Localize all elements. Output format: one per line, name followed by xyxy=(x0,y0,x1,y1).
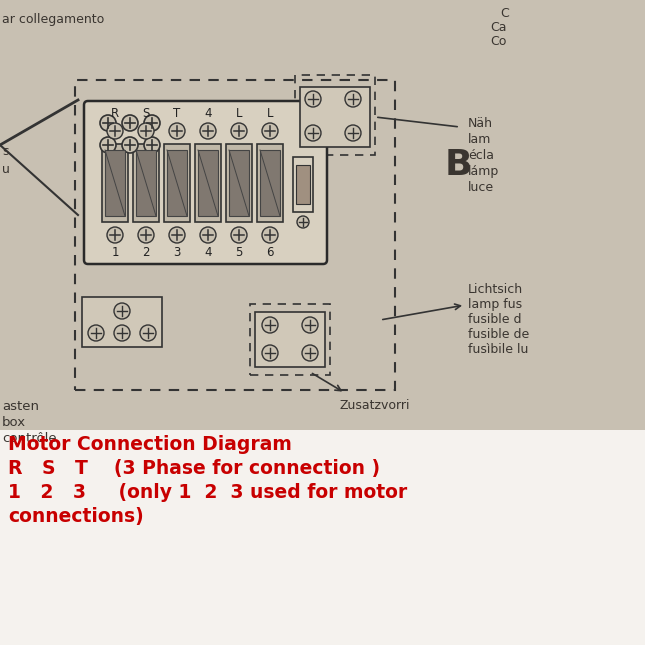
Circle shape xyxy=(231,227,247,243)
Bar xyxy=(293,157,313,212)
Text: 3: 3 xyxy=(174,246,181,259)
Text: écla: écla xyxy=(468,149,494,162)
Text: Co: Co xyxy=(490,35,506,48)
Bar xyxy=(136,150,156,216)
Bar xyxy=(164,144,190,222)
Text: 4: 4 xyxy=(204,107,212,120)
Circle shape xyxy=(262,227,278,243)
Circle shape xyxy=(305,125,321,141)
Text: u: u xyxy=(2,163,10,176)
Bar xyxy=(167,150,187,216)
Text: T: T xyxy=(174,107,181,120)
Text: contrôle: contrôle xyxy=(2,432,57,445)
Bar xyxy=(229,150,249,216)
Bar xyxy=(300,87,370,147)
Text: asten: asten xyxy=(2,400,39,413)
Text: L: L xyxy=(236,107,243,120)
Circle shape xyxy=(88,325,104,341)
Circle shape xyxy=(144,137,160,153)
Circle shape xyxy=(262,345,278,361)
Text: 5: 5 xyxy=(235,246,243,259)
Circle shape xyxy=(100,115,116,131)
Text: lamp fus: lamp fus xyxy=(468,298,522,311)
Text: Motor Connection Diagram: Motor Connection Diagram xyxy=(8,435,292,454)
Bar xyxy=(255,312,325,367)
Text: ar collegamento: ar collegamento xyxy=(2,13,104,26)
Circle shape xyxy=(302,317,318,333)
Bar xyxy=(296,165,310,204)
Text: fusìbile lu: fusìbile lu xyxy=(468,343,528,356)
Text: luce: luce xyxy=(468,181,494,194)
Circle shape xyxy=(169,123,185,139)
Text: 4: 4 xyxy=(204,246,212,259)
Bar xyxy=(105,150,125,216)
Circle shape xyxy=(297,216,309,228)
Circle shape xyxy=(107,227,123,243)
Circle shape xyxy=(169,227,185,243)
Text: Näh: Näh xyxy=(468,117,493,130)
Text: 1   2   3     (only 1  2  3 used for motor: 1 2 3 (only 1 2 3 used for motor xyxy=(8,483,407,502)
FancyBboxPatch shape xyxy=(84,101,327,264)
Circle shape xyxy=(122,115,138,131)
Circle shape xyxy=(231,123,247,139)
Circle shape xyxy=(114,303,130,319)
Bar xyxy=(102,144,128,222)
Bar xyxy=(198,150,218,216)
Text: fusible de: fusible de xyxy=(468,328,530,341)
Text: C: C xyxy=(500,7,509,20)
Circle shape xyxy=(114,325,130,341)
Text: s: s xyxy=(2,145,8,158)
Bar xyxy=(0,430,645,645)
Text: box: box xyxy=(2,416,26,429)
Text: Ca: Ca xyxy=(490,21,506,34)
Bar xyxy=(257,144,283,222)
Circle shape xyxy=(302,345,318,361)
Circle shape xyxy=(200,227,216,243)
Circle shape xyxy=(138,227,154,243)
Text: 6: 6 xyxy=(266,246,273,259)
Text: L: L xyxy=(267,107,273,120)
Bar xyxy=(250,304,330,375)
Text: R   S   T    (3 Phase for connection ): R S T (3 Phase for connection ) xyxy=(8,459,380,478)
Circle shape xyxy=(140,325,156,341)
Text: 2: 2 xyxy=(143,246,150,259)
Text: lam: lam xyxy=(468,133,491,146)
Bar xyxy=(82,297,162,347)
Bar xyxy=(195,144,221,222)
Circle shape xyxy=(262,123,278,139)
Circle shape xyxy=(138,123,154,139)
Text: lámp: lámp xyxy=(468,165,499,178)
Text: S: S xyxy=(143,107,150,120)
Text: Lichtsich: Lichtsich xyxy=(468,283,523,296)
Bar xyxy=(226,144,252,222)
Circle shape xyxy=(345,125,361,141)
Bar xyxy=(75,80,395,390)
Text: connections): connections) xyxy=(8,507,144,526)
Circle shape xyxy=(144,115,160,131)
Circle shape xyxy=(122,137,138,153)
Bar xyxy=(295,75,375,155)
Text: 1: 1 xyxy=(111,246,119,259)
Text: Zusatzvorri: Zusatzvorri xyxy=(340,399,410,412)
Bar xyxy=(133,144,159,222)
Text: B: B xyxy=(445,148,473,182)
Text: fusible d: fusible d xyxy=(468,313,522,326)
Bar xyxy=(260,150,280,216)
Circle shape xyxy=(200,123,216,139)
Circle shape xyxy=(305,91,321,107)
Text: R: R xyxy=(111,107,119,120)
Circle shape xyxy=(107,123,123,139)
Bar xyxy=(0,0,645,430)
Circle shape xyxy=(100,137,116,153)
Circle shape xyxy=(345,91,361,107)
Circle shape xyxy=(262,317,278,333)
